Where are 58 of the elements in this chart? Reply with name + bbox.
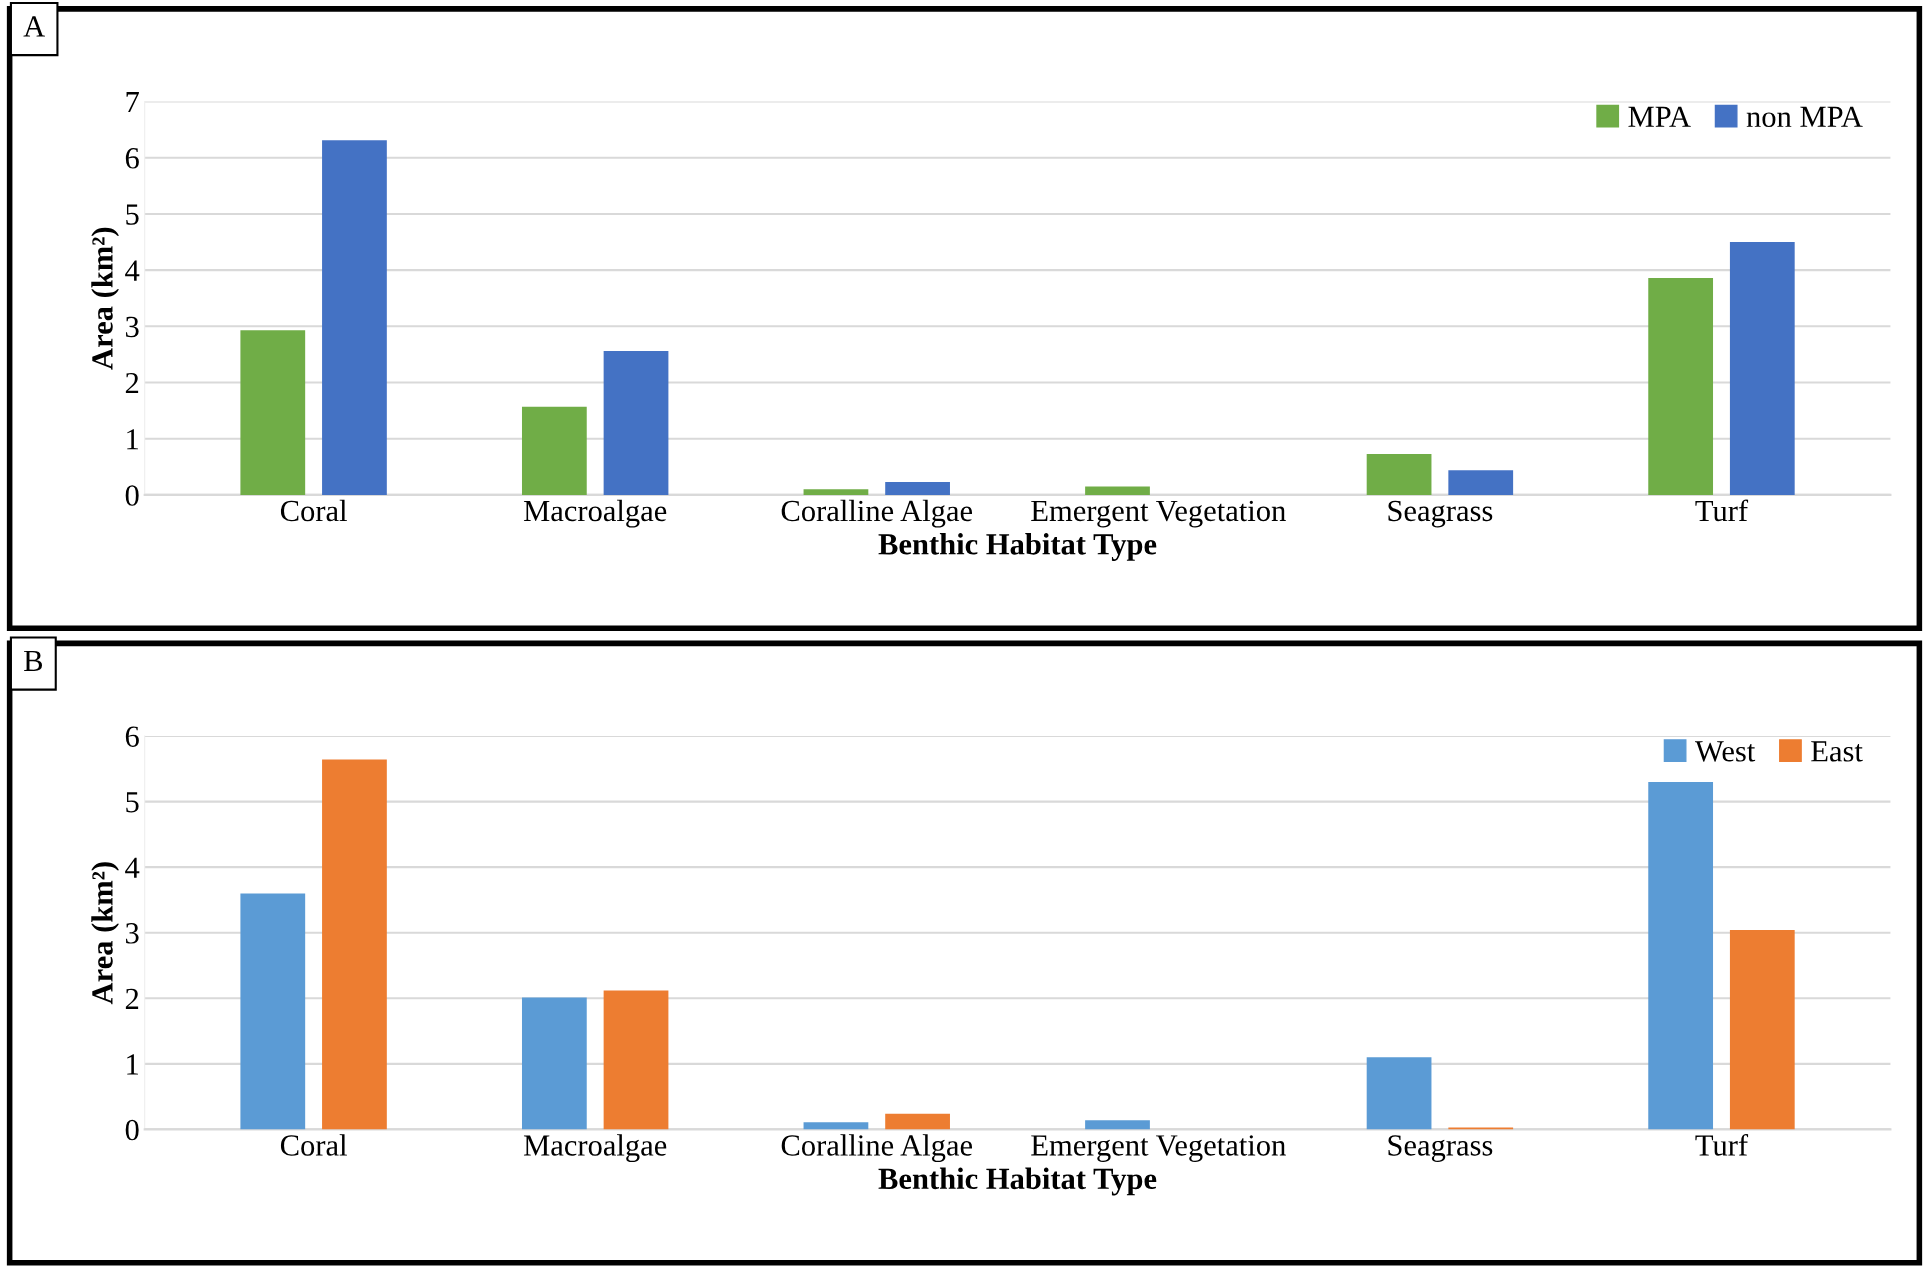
x-axis-title: Benthic Habitat Type [878, 1167, 1157, 1196]
bar [240, 330, 306, 495]
bar [521, 997, 587, 1130]
text: A [23, 16, 45, 37]
legend-label: MPA [1628, 106, 1691, 127]
y-axis-title: Area (km²) [91, 227, 119, 370]
x-tick-label: Coralline Algae [781, 499, 973, 528]
text: B [24, 650, 43, 672]
legend-label: East [1811, 741, 1863, 762]
x-tick-label: Turf [1695, 499, 1749, 522]
x-tick-label: Emergent Vegetation [1031, 1135, 1286, 1162]
bar [1366, 1057, 1432, 1130]
x-tick-label: Emergent Vegetation [1031, 500, 1286, 528]
y-tick-label: 5 [126, 204, 139, 225]
bar [1648, 781, 1714, 1130]
bar [803, 489, 869, 495]
bar [322, 140, 387, 495]
y-tick-label: 1 [127, 429, 138, 450]
x-axis-title: Benthic Habitat Type [878, 533, 1157, 561]
y-tick-label: 5 [126, 792, 139, 813]
y-tick-label: 7 [126, 92, 139, 113]
bar [1085, 486, 1150, 495]
y-tick-label: 4 [125, 857, 140, 878]
y-tick-label: 2 [125, 372, 139, 394]
bar [1648, 277, 1714, 495]
y-tick-label: 3 [126, 316, 139, 338]
bar [322, 759, 387, 1130]
bar [1366, 453, 1432, 495]
x-tick-label: Coralline Algae [781, 1134, 973, 1163]
y-axis-title: Area (km²) [91, 862, 119, 1005]
bar [240, 893, 306, 1130]
y-tick-label: 1 [127, 1054, 138, 1075]
y-tick-label: 3 [126, 923, 139, 944]
x-tick-label: Seagrass [1388, 500, 1493, 528]
x-tick-label: Macroalgae [523, 1134, 667, 1163]
bar [521, 406, 587, 495]
bar [1729, 930, 1795, 1130]
bar [1448, 470, 1514, 495]
x-tick-label: Turf [1695, 1133, 1749, 1156]
bar [1085, 1120, 1150, 1130]
x-tick-label: Macroalgae [523, 499, 667, 528]
y-tick-label: 6 [125, 726, 139, 747]
legend-label: West [1695, 741, 1756, 762]
y-tick-label: 6 [125, 148, 139, 169]
y-tick-label: 4 [125, 260, 140, 281]
bar [603, 990, 669, 1130]
bar [1729, 242, 1795, 495]
y-tick-label: 0 [125, 485, 139, 506]
y-tick-label: 0 [125, 1119, 139, 1141]
bar [803, 1122, 869, 1130]
y-tick-label: 2 [125, 988, 139, 1009]
legend-label: non MPA [1746, 106, 1863, 128]
x-tick-label: Seagrass [1388, 1135, 1493, 1162]
bar [603, 351, 669, 495]
bar [885, 1113, 950, 1130]
x-tick-label: Coral [280, 499, 347, 522]
x-tick-label: Coral [280, 1134, 347, 1156]
bar [885, 481, 950, 495]
